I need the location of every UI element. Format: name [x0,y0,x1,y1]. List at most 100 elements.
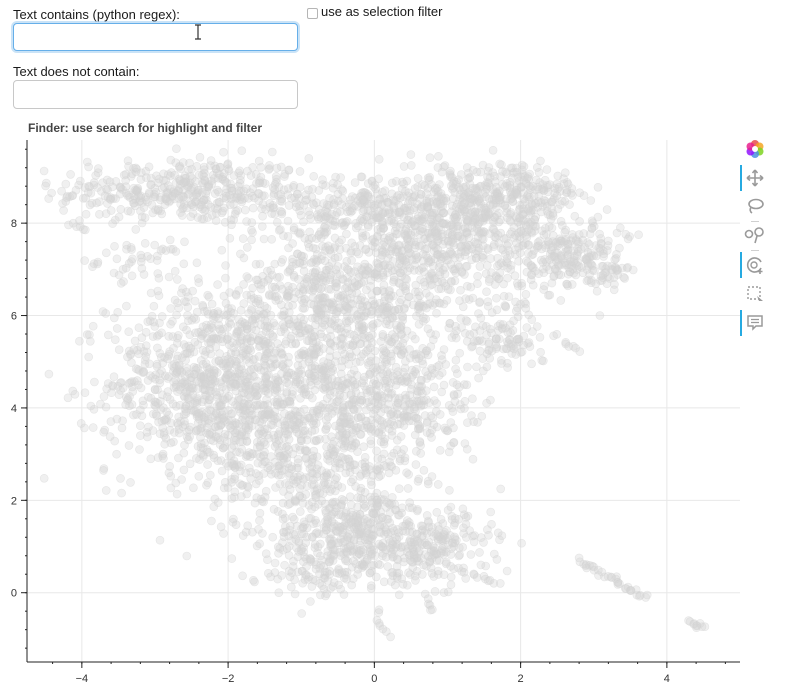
scatter-point [112,414,122,424]
scatter-point [108,380,117,390]
scatter-point [139,270,149,279]
scatter-point [127,257,136,266]
scatter-point [161,194,171,203]
scatter-point [362,526,372,536]
scatter-point [373,462,383,472]
scatter-point [80,423,89,433]
scatter-point [124,378,134,388]
selection-filter-toggle[interactable]: use as selection filter [307,4,442,19]
scatter-point [254,333,264,343]
scatter-point [217,466,227,476]
scatter-point [109,372,119,382]
scatter-point [462,228,472,237]
scatter-point [400,453,410,463]
scatter-point [150,190,159,199]
scatter-point [378,543,387,552]
scatter-point [365,535,374,545]
scatter-point [493,253,502,263]
scatter-point [358,232,367,241]
scatter-point [327,523,336,533]
scatter-point [152,361,162,371]
scatter-point [455,550,465,560]
contains-regex-input[interactable] [13,23,298,51]
scatter-point [338,525,348,534]
scatter-point [366,307,376,316]
scatter-point [419,560,428,570]
scatter-point [394,590,404,600]
scatter-point [165,235,175,245]
scatter-point [395,268,405,278]
scatter-point [165,461,174,471]
scatter-point [247,218,257,227]
scatter-point [397,542,407,552]
scatter-point [559,174,569,183]
scatter-point [415,194,425,203]
scatter-point [41,181,50,191]
scatter-point [163,189,173,199]
scatter-point [111,335,120,345]
scatter-point [513,281,523,291]
scatter-point [267,291,277,300]
scatter-point [126,478,135,487]
scatter-point [262,370,272,380]
scatter-point [369,182,378,191]
scatter-point [477,252,487,262]
scatter-point [127,271,137,281]
scatter-point [304,154,314,163]
scatter-point [239,186,249,196]
scatter-point [236,175,245,185]
scatter-point [459,380,469,389]
scatter-point [84,181,93,191]
scatter-point [515,248,525,258]
scatter-point [350,178,360,187]
scatter-point [483,245,493,254]
scatter-point [254,196,264,206]
scatter-point [394,200,404,210]
scatter-point [101,309,110,318]
scatter-point [152,359,162,369]
scatter-point [279,487,288,496]
scatter-point [491,182,501,192]
selection-filter-checkbox[interactable] [307,7,318,19]
scatter-point [436,514,446,524]
scatter-point [496,215,505,225]
scatter-point [90,377,99,387]
scatter-point [203,478,213,488]
scatter-point [595,311,605,320]
scatter-point [410,571,420,581]
scatter-point [168,399,178,409]
scatter-point [163,354,172,364]
scatter-point [179,203,188,212]
scatter-point [462,281,472,291]
scatter-point [251,386,261,395]
scatter-point [309,200,319,209]
scatter-point [433,163,443,172]
scatter-point [274,452,284,461]
scatter-point [383,333,393,343]
scatter-point [47,188,56,198]
scatter-point [246,392,255,402]
scatter-point [455,348,465,358]
scatter-point [325,346,335,356]
scatter-point [105,194,115,204]
scatter-point [569,256,579,266]
scatter-point [449,564,459,574]
scatter-point [299,517,309,527]
not-contains-input[interactable] [13,80,298,109]
scatter-point [192,454,201,463]
scatter-point [207,379,216,389]
scatter-point [93,183,102,192]
scatter-point [194,170,204,180]
scatter-point [316,551,325,561]
scatter-point [383,263,393,273]
scatter-point [481,204,491,213]
scatter-point [166,155,176,165]
scatter-point [298,498,308,508]
scatter-point [405,555,415,565]
scatter-point [423,551,433,561]
scatter-point [181,401,190,411]
scatter-point [545,290,555,300]
scatter-point [412,254,422,263]
scatter-point [231,207,241,216]
